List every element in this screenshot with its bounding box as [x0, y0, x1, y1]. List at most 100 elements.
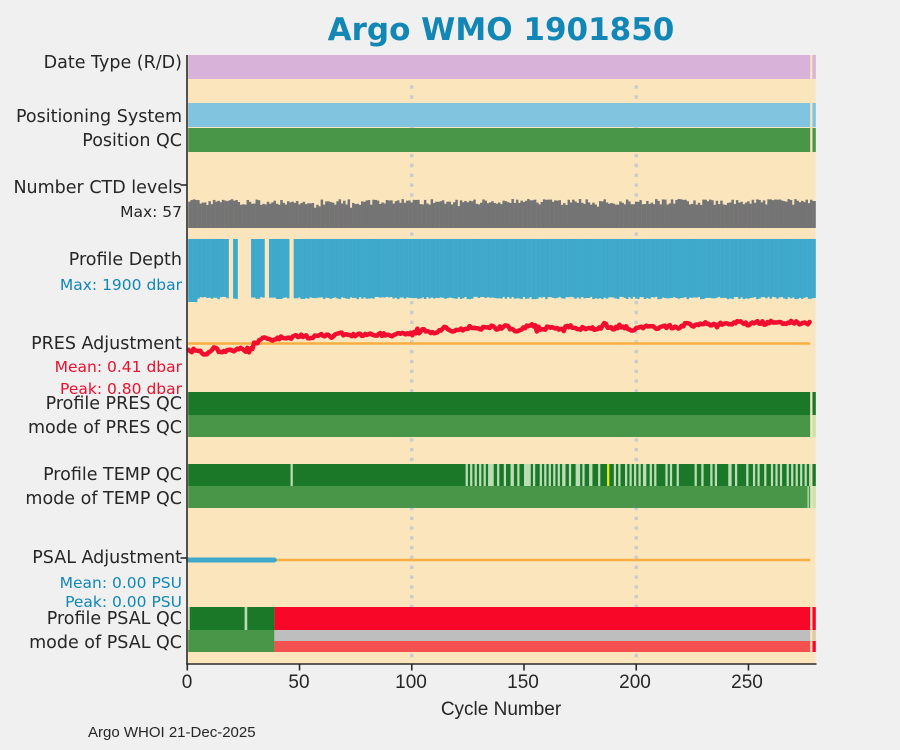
ctd-bar	[244, 204, 247, 228]
depth-bar	[545, 239, 548, 300]
depth-bar	[210, 239, 214, 299]
label-psal-mean: Mean: 0.00 PSU	[59, 574, 182, 592]
qc-stripe	[497, 464, 500, 486]
ctd-bar	[565, 204, 568, 228]
ctd-bar	[756, 199, 759, 228]
depth-bar	[269, 239, 272, 298]
ctd-bar	[708, 199, 712, 228]
depth-bar	[206, 239, 209, 299]
depth-bar	[277, 239, 281, 300]
depth-bar	[376, 239, 380, 298]
x-tick-label-0: 0	[181, 672, 193, 693]
depth-bar	[711, 239, 714, 299]
ctd-bar	[217, 200, 220, 228]
qc-stripe	[548, 464, 551, 486]
depth-bar	[576, 239, 580, 298]
depth-bar	[221, 239, 225, 297]
ctd-bar	[212, 199, 216, 228]
depth-bar	[329, 239, 333, 299]
qc-stripe	[665, 464, 668, 486]
ctd-bar	[347, 199, 351, 228]
depth-bar	[524, 239, 528, 299]
ctd-bar	[637, 201, 640, 228]
label-ctd-levels: Number CTD levels	[13, 178, 182, 198]
ctd-bar	[774, 199, 777, 228]
qc-stripe	[488, 464, 494, 486]
depth-bar	[201, 239, 205, 298]
qc-stripe	[629, 464, 632, 486]
ctd-bar	[686, 201, 689, 228]
ctd-bar	[598, 201, 602, 228]
ctd-bar	[699, 204, 703, 228]
ctd-bar	[513, 202, 517, 228]
depth-bar	[439, 239, 443, 298]
ctd-bar	[426, 203, 429, 228]
qc-stripe	[804, 464, 807, 486]
ctd-bar	[715, 200, 719, 228]
ctd-bar	[468, 200, 472, 228]
ctd-bar	[796, 200, 799, 228]
ctd-bar	[495, 203, 499, 228]
qc-stripe	[728, 464, 732, 486]
depth-bar	[262, 239, 265, 298]
ctd-bar	[437, 201, 440, 228]
ctd-bar	[417, 199, 420, 228]
qc-stripe	[775, 464, 778, 486]
qc-stripe	[791, 464, 794, 486]
depth-bar	[255, 239, 259, 299]
depth-bar	[762, 239, 766, 298]
date-type-band	[188, 55, 811, 79]
ctd-bar	[585, 199, 588, 228]
depth-bar	[729, 239, 732, 299]
ctd-bar	[421, 204, 425, 228]
label-pres-adjustment: PRES Adjustment	[31, 334, 182, 354]
ctd-bar	[668, 203, 672, 228]
depth-bar	[482, 239, 485, 298]
ctd-bar	[751, 199, 755, 228]
qc-stripe	[746, 464, 749, 486]
depth-bar	[444, 239, 447, 299]
ctd-bar	[509, 202, 512, 228]
qc-stripe	[734, 464, 738, 486]
ctd-bar	[634, 201, 638, 228]
ctd-bar	[520, 200, 523, 228]
profile-psal-qc-band	[247, 607, 275, 630]
depth-bar	[450, 239, 454, 298]
qc-stripe	[714, 464, 718, 486]
depth-bar	[809, 239, 813, 299]
label-pres-peak: Peak: 0.80 dbar	[60, 380, 182, 398]
depth-bar	[758, 239, 761, 299]
depth-bar	[423, 239, 427, 299]
ctd-bar	[455, 199, 458, 228]
ctd-bar	[392, 203, 395, 228]
depth-bar	[410, 239, 413, 299]
qc-stripe	[633, 464, 637, 486]
ctd-bar	[459, 200, 463, 228]
depth-bar	[486, 239, 490, 298]
depth-bar	[585, 239, 588, 299]
qc-stripe	[809, 464, 812, 486]
depth-bar	[430, 239, 434, 298]
ctd-bar	[300, 202, 303, 228]
ctd-bar	[329, 202, 333, 228]
depth-bar	[637, 239, 640, 299]
x-tick-label-50: 50	[288, 672, 310, 693]
ctd-bar	[471, 201, 474, 228]
footer-credit: Argo WHOI 21-Dec-2025	[88, 724, 256, 741]
depth-bar	[300, 239, 303, 299]
ctd-bar	[269, 203, 272, 228]
ctd-bar	[596, 206, 600, 228]
ctd-bar	[257, 200, 261, 228]
depth-bar	[275, 239, 279, 299]
qc-stripe	[510, 464, 514, 486]
depth-bar	[691, 239, 694, 298]
ctd-bar	[194, 199, 198, 228]
ctd-bar	[805, 199, 808, 228]
ctd-bar	[307, 203, 310, 228]
depth-bar	[589, 239, 593, 297]
ctd-bar	[311, 203, 315, 228]
ctd-bar	[693, 200, 696, 228]
depth-bar	[796, 239, 799, 299]
depth-bar	[807, 239, 811, 299]
